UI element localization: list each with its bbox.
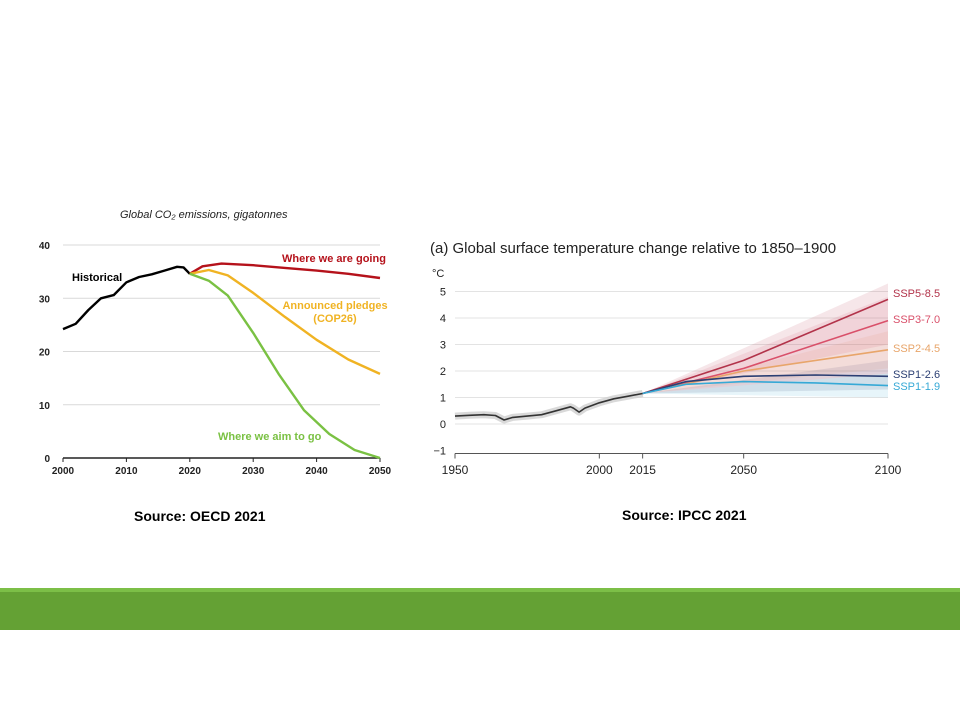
y-tick-label: 0 <box>44 454 50 465</box>
y-tick-label: 4 <box>440 313 446 325</box>
uncertainty-band-ssp126 <box>642 360 888 394</box>
y-tick-label: −1 <box>433 446 446 458</box>
series-line-ssp119 <box>642 380 889 395</box>
series-line-ssp585 <box>642 298 889 395</box>
series-line-ssp370 <box>642 319 889 395</box>
x-tick-label: 2040 <box>305 466 328 477</box>
annotation-historical: Historical <box>72 272 122 284</box>
x-tick-label: 2050 <box>730 463 757 477</box>
source-caption-ipcc: Source: IPCC 2021 <box>622 507 747 523</box>
series-label-ssp370: SSP3-7.0 <box>893 314 940 326</box>
y-tick-label: 1 <box>440 393 446 405</box>
uncertainty-band-ssp245 <box>642 331 888 394</box>
series-line-aim <box>189 272 381 460</box>
x-tick-label: 2000 <box>586 463 613 477</box>
y-tick-label: 2 <box>440 366 446 378</box>
series-line-going <box>189 262 381 280</box>
annotation-pledges: Announced pledges <box>282 300 387 312</box>
y-tick-label: 20 <box>39 348 51 359</box>
y-tick-label: 3 <box>440 340 446 352</box>
x-tick-label: 2010 <box>115 466 138 477</box>
series-line-historical <box>62 265 191 331</box>
footer-band <box>0 588 960 630</box>
series-line-pledges <box>189 268 381 375</box>
chart-title: (a) Global surface temperature change re… <box>430 240 836 257</box>
series-label-ssp119: SSP1-1.9 <box>893 381 940 393</box>
x-tick-label: 2020 <box>179 466 202 477</box>
chart-title: Global CO₂ emissions, gigatonnes <box>120 209 288 221</box>
series-label-ssp245: SSP2-4.5 <box>893 343 940 355</box>
y-tick-label: 5 <box>440 287 446 299</box>
y-tick-label: 40 <box>39 241 51 252</box>
x-tick-label: 2000 <box>52 466 75 477</box>
series-label-ssp126: SSP1-2.6 <box>893 369 940 381</box>
x-tick-label: 1950 <box>442 463 469 477</box>
uncertainty-band-ssp119 <box>642 373 888 398</box>
y-tick-label: 10 <box>39 401 51 412</box>
annotation-pledges-2: (COP26) <box>313 313 357 325</box>
uncertainty-band-ssp585 <box>642 283 888 394</box>
annotation-going: Where we are going <box>282 253 386 265</box>
co2-emissions-chart: Global CO₂ emissions, gigatonnes01020304… <box>39 209 392 477</box>
x-tick-label: 2050 <box>369 466 392 477</box>
temperature-change-chart: (a) Global surface temperature change re… <box>430 240 940 477</box>
uncertainty-band-ssp370 <box>642 296 888 394</box>
x-tick-label: 2015 <box>629 463 656 477</box>
observed-line <box>454 392 643 421</box>
y-axis-unit: °C <box>432 268 444 280</box>
y-tick-label: 30 <box>39 294 51 305</box>
x-tick-label: 2100 <box>875 463 902 477</box>
annotation-aim: Where we aim to go <box>218 431 322 443</box>
x-tick-label: 2030 <box>242 466 265 477</box>
series-line-ssp126 <box>642 374 889 395</box>
series-label-ssp585: SSP5-8.5 <box>893 288 940 300</box>
y-tick-label: 0 <box>440 419 446 431</box>
source-caption-oecd: Source: OECD 2021 <box>134 508 266 524</box>
